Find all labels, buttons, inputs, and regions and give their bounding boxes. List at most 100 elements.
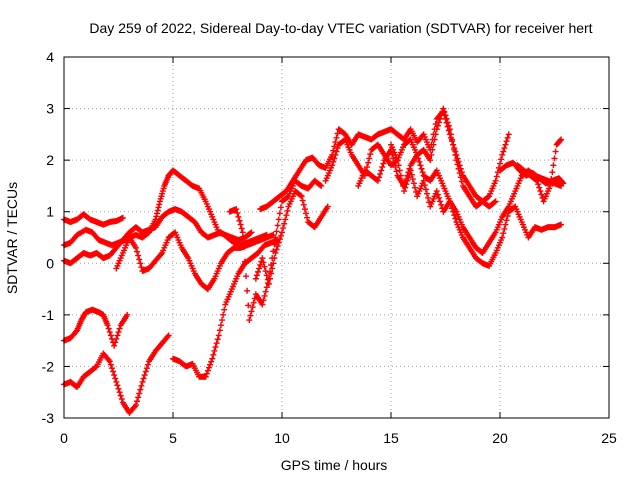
- data-point: [72, 328, 79, 335]
- data-point: [324, 203, 331, 210]
- data-point: [492, 177, 499, 184]
- data-point: [402, 184, 409, 191]
- y-tick-label: -2: [42, 358, 55, 374]
- series-arc-b3: [170, 237, 281, 380]
- data-point: [262, 288, 269, 295]
- data-point: [447, 131, 454, 138]
- data-point: [205, 364, 212, 371]
- data-point: [557, 137, 564, 144]
- x-tick-label: 10: [274, 430, 290, 446]
- data-point: [393, 168, 400, 175]
- data-point: [535, 181, 542, 188]
- data-point: [140, 375, 147, 382]
- data-point: [104, 322, 111, 329]
- data-point: [558, 221, 565, 228]
- data-point: [454, 161, 461, 168]
- series-arc-a4: [113, 229, 277, 293]
- data-point: [318, 182, 325, 189]
- data-point: [274, 243, 281, 250]
- y-tick-label: -3: [42, 410, 55, 426]
- data-point: [433, 188, 440, 195]
- data-point: [331, 143, 338, 150]
- data-point: [500, 230, 507, 237]
- data-point: [437, 115, 444, 122]
- data-point: [433, 126, 440, 133]
- data-point: [445, 122, 452, 129]
- data-point: [209, 355, 216, 362]
- data-point: [144, 361, 151, 368]
- data-point: [446, 126, 453, 133]
- data-point: [270, 260, 277, 267]
- y-tick-label: -1: [42, 307, 55, 323]
- data-point: [210, 351, 217, 358]
- data-point: [219, 317, 226, 324]
- data-point: [422, 186, 429, 193]
- data-point: [397, 172, 404, 179]
- data-point: [452, 151, 459, 158]
- data-point: [272, 234, 279, 241]
- x-tick-label: 25: [601, 430, 617, 446]
- data-point: [333, 148, 340, 155]
- data-point: [235, 213, 242, 220]
- data-point: [449, 205, 456, 212]
- data-point: [398, 177, 405, 184]
- data-point: [92, 364, 99, 371]
- data-point: [551, 155, 558, 162]
- data-point: [277, 232, 284, 239]
- series-arc-c1: [257, 108, 499, 213]
- data-point: [419, 169, 426, 176]
- series-arc-d2: [497, 159, 567, 187]
- data-point: [239, 229, 246, 236]
- data-point: [437, 198, 444, 205]
- data-point: [558, 136, 565, 143]
- data-point: [425, 194, 432, 201]
- data-point: [502, 141, 509, 148]
- data-point: [113, 335, 120, 342]
- data-point: [136, 256, 143, 263]
- data-point: [332, 151, 339, 158]
- data-point: [449, 136, 456, 143]
- data-point: [202, 373, 209, 380]
- data-point: [331, 155, 338, 162]
- data-point: [275, 216, 282, 223]
- data-point: [203, 370, 210, 377]
- series-arc-b1: [61, 306, 131, 349]
- data-point: [119, 214, 126, 221]
- data-point: [272, 249, 279, 256]
- data-point: [275, 239, 282, 246]
- data-point: [220, 311, 227, 318]
- y-tick-label: 0: [46, 255, 54, 271]
- data-point: [378, 167, 385, 174]
- data-point: [435, 119, 442, 126]
- data-series: [61, 105, 567, 416]
- data-point: [263, 284, 270, 291]
- data-point: [135, 252, 142, 259]
- data-point: [105, 356, 112, 363]
- data-point: [333, 134, 340, 141]
- data-point: [214, 336, 221, 343]
- data-point: [105, 325, 112, 332]
- data-point: [165, 332, 172, 339]
- data-point: [153, 213, 160, 220]
- data-point: [537, 188, 544, 195]
- data-point: [107, 361, 114, 368]
- data-point: [504, 213, 511, 220]
- data-point: [141, 372, 148, 379]
- data-point: [276, 236, 283, 243]
- chart-title: Day 259 of 2022, Sidereal Day-to-day VTE…: [89, 20, 592, 36]
- data-point: [284, 194, 291, 201]
- data-point: [248, 229, 255, 236]
- data-point: [240, 243, 247, 250]
- data-point: [243, 273, 250, 280]
- data-point: [408, 171, 415, 178]
- data-point: [283, 212, 290, 219]
- data-point: [411, 184, 418, 191]
- data-point: [560, 180, 567, 187]
- data-point: [207, 361, 214, 368]
- series-arc-c4: [388, 141, 565, 269]
- data-point: [376, 174, 383, 181]
- data-point: [549, 169, 556, 176]
- data-point: [115, 385, 122, 392]
- data-point: [446, 198, 453, 205]
- plot-frame: [63, 56, 610, 419]
